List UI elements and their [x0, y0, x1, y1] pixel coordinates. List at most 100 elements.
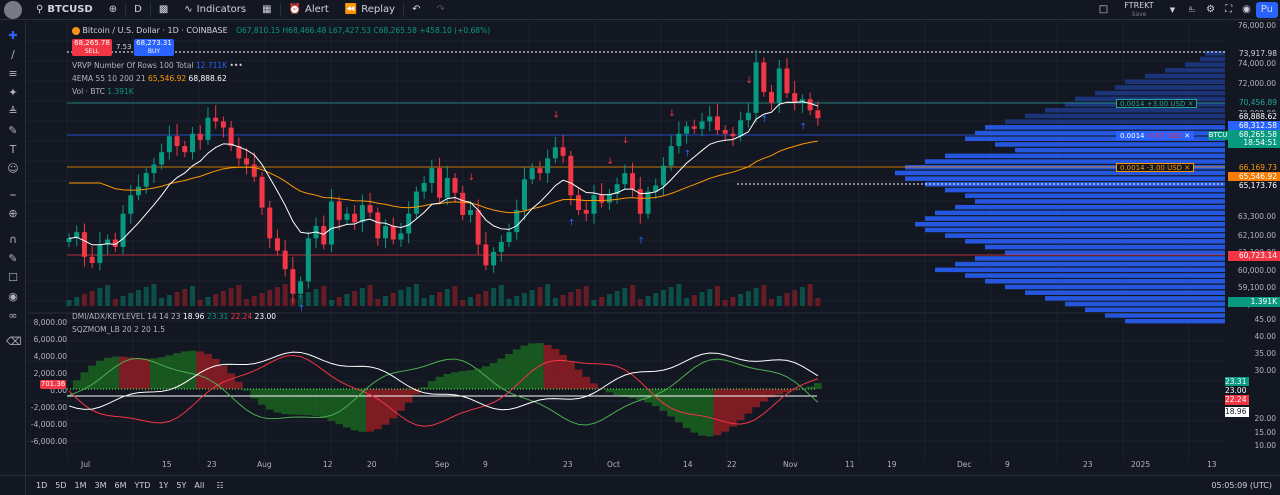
range-button-6m[interactable]: 6M [114, 481, 127, 490]
time-tick: 15 [162, 460, 172, 469]
compare-button[interactable]: ⊕ [101, 0, 125, 20]
trendline-icon[interactable]: ∕ [11, 48, 15, 61]
vrvp-legend[interactable]: VRVP Number Of Rows 100 Total 12.711K ••… [72, 61, 243, 70]
quick-search-button[interactable]: ⎁ [1183, 0, 1201, 20]
calendar-icon[interactable]: ☷ [216, 481, 224, 490]
close-icon[interactable]: ✕ [1184, 132, 1191, 140]
range-button-5y[interactable]: 5Y [176, 481, 187, 490]
volume-profile-bar [1045, 296, 1225, 301]
momentum-bar [335, 389, 344, 425]
candle-body [375, 212, 381, 239]
volume-profile-bar [1025, 290, 1225, 295]
layout-button[interactable]: □ [1091, 0, 1116, 20]
volume-profile-bar [1015, 147, 1225, 153]
price-tick: 59,100.00 [1237, 283, 1276, 292]
range-button-ytd[interactable]: YTD [134, 481, 151, 490]
interval-button[interactable]: D [126, 0, 150, 20]
candle-body [676, 133, 682, 147]
account-menu[interactable]: FTREKT Save [1116, 0, 1161, 20]
volume-profile-bar [955, 261, 1225, 267]
undo-button[interactable]: ↶ [404, 0, 428, 20]
candle-body [328, 201, 334, 245]
replay-button[interactable]: ⏪ Replay [337, 0, 403, 20]
oscillator-value-tag: 701.36 [40, 380, 66, 389]
range-button-1m[interactable]: 1M [74, 481, 87, 490]
ema-value-1: 65,546.92 [147, 74, 187, 83]
volume-bar [583, 286, 589, 306]
indicators-button[interactable]: ∿ Indicators [176, 0, 254, 20]
sqz-legend[interactable]: SQZMOM_LB 20 2 20 1.5 [72, 325, 165, 334]
utc-clock[interactable]: 05:05:09 (UTC) [1211, 481, 1272, 490]
publish-button[interactable]: Pu [1255, 1, 1278, 18]
volume-legend[interactable]: Vol · BTC 1.391K [72, 87, 134, 96]
ruler-icon[interactable]: ⎯ [10, 188, 16, 201]
alert-button[interactable]: ⏰ Alert [281, 0, 337, 20]
volume-bar [529, 290, 535, 306]
text-icon[interactable]: T [9, 143, 17, 156]
time-tick: 13 [1207, 460, 1217, 469]
candle-body [560, 147, 566, 156]
range-button-3m[interactable]: 3M [94, 481, 107, 490]
lock-icon[interactable]: ☐ [8, 271, 18, 284]
magnet-icon[interactable]: ∩ [8, 233, 18, 246]
range-button-5d[interactable]: 5D [55, 481, 67, 490]
price-label: 1.391K [1228, 297, 1280, 307]
candle-body [259, 176, 265, 208]
oscillator-left-tick: 8,000.00 [33, 318, 67, 327]
volume-bar [174, 292, 180, 306]
sell-button[interactable]: 68,265.78 SELL [72, 39, 112, 56]
crosshair-icon[interactable]: ✚ [8, 29, 18, 42]
ema-legend[interactable]: 4EMA 55 10 200 21 65,546.92 68,888.62 [72, 74, 227, 83]
user-avatar[interactable] [4, 0, 22, 19]
momentum-bar [196, 351, 205, 389]
momentum-bar [180, 351, 189, 389]
arrow-up-icon: ↑ [761, 115, 769, 125]
redo-button[interactable]: ↷ [428, 0, 452, 20]
time-tick: 9 [483, 460, 488, 469]
fullscreen-button[interactable]: ⛶ [1220, 0, 1237, 20]
candle-body [112, 239, 118, 247]
link-icon[interactable]: ∞ [8, 309, 18, 322]
time-axis[interactable]: Jul 15 23 Aug 12 20 Sep 9 23 Oct 14 22 Nov 11 19 Dec 9 23… [27, 460, 1225, 472]
pitchfork-icon[interactable]: ✦ [8, 86, 18, 99]
price-label: 68,312.58 [1228, 121, 1280, 131]
snapshot-button[interactable]: ◉ [1237, 0, 1256, 20]
trash-icon[interactable]: ⌫ [6, 335, 22, 348]
candle-body [452, 178, 458, 193]
position-level-tp[interactable]: 0.0014 +3.00 USD ✕ [1116, 99, 1198, 108]
close-icon[interactable]: ✕ [1187, 100, 1194, 108]
more-icon[interactable]: ••• [229, 61, 243, 70]
range-button-all[interactable]: All [194, 481, 205, 490]
zoom-icon[interactable]: ⊕ [8, 207, 18, 220]
volume-bar [761, 285, 767, 306]
eye-icon[interactable]: ◉ [8, 290, 18, 303]
fib-icon[interactable]: ≜ [8, 105, 18, 118]
volume-bar [135, 290, 141, 306]
buy-button[interactable]: 68,273.31 BUY [134, 39, 174, 56]
position-level-sl[interactable]: 0.0014 -3.00 USD ✕ [1116, 163, 1195, 172]
templates-button[interactable]: ▦ [254, 0, 279, 20]
range-button-1d[interactable]: 1D [36, 481, 48, 490]
emoji-icon[interactable]: ☺ [7, 162, 19, 175]
level-qty: 0.0014 [1120, 132, 1145, 140]
settings-button[interactable]: ⚙ [1201, 0, 1220, 20]
chart-type-button[interactable]: ▩ [151, 0, 176, 20]
momentum-bar [304, 389, 313, 416]
volume-bar [97, 288, 103, 306]
price-chart[interactable]: ↑ ↑ ↑ ↑ ↑ ↑ ↓ ↓ ↓ ↓ ↓ ↓ [27, 21, 1225, 473]
price-axis[interactable]: 76,000.0074,000.0072,000.0070,000.0064,0… [1225, 21, 1280, 473]
oscillator-left-tick: 4,000.00 [33, 352, 67, 361]
dmi-legend[interactable]: DMI/ADX/KEYLEVEL 14 14 23 18.96 23.31 22… [72, 312, 276, 321]
brush-icon[interactable]: ✎ [8, 124, 18, 137]
momentum-bar [790, 389, 799, 391]
stay-drawing-icon[interactable]: ✎ [8, 252, 18, 265]
symbol-search[interactable]: ⚲ BTCUSD [28, 0, 101, 20]
oscillator-tick: 15.00 [1254, 428, 1276, 437]
close-icon[interactable]: ✕ [1184, 164, 1191, 172]
range-button-1y[interactable]: 1Y [158, 481, 169, 490]
position-level-entry[interactable]: 0.0014 -0.07 USD ✕ [1116, 131, 1195, 140]
volume-bar [707, 289, 713, 306]
horizontal-lines-icon[interactable]: ≡ [8, 67, 18, 80]
account-dropdown[interactable]: ▼ [1162, 0, 1183, 20]
volume-bar [390, 293, 396, 306]
